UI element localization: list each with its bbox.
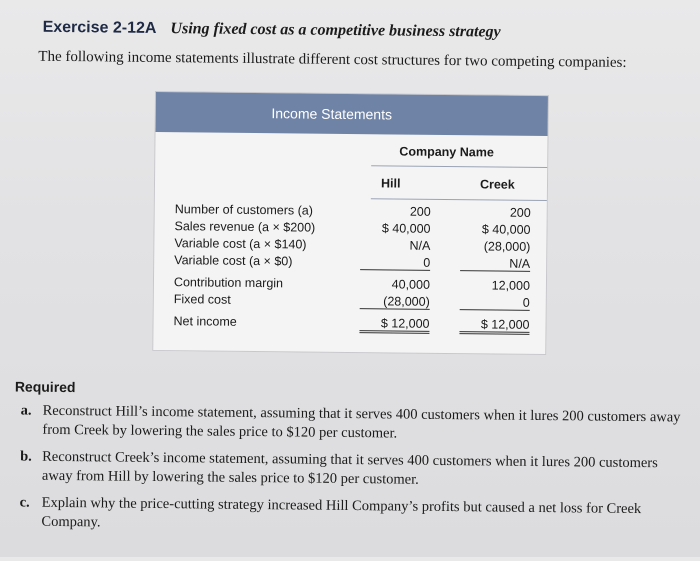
hill-value: $ 12,000: [359, 316, 430, 334]
exercise-number: Exercise 2-12A: [42, 18, 157, 37]
required-item: c. Explain why the price-cutting strateg…: [19, 494, 679, 541]
creek-value: $ 40,000: [481, 222, 531, 237]
row-label: Fixed cost: [173, 292, 231, 307]
row-label: Contribution margin: [173, 275, 284, 291]
table-row: Variable cost (a × $0) 0 N/A: [174, 253, 534, 277]
row-label: Sales revenue (a × $200): [174, 219, 316, 235]
hill-value: 40,000: [391, 277, 431, 292]
creek-value: (28,000): [483, 239, 531, 254]
table-title: Income Statements: [155, 91, 548, 137]
hill-value: N/A: [409, 238, 431, 253]
company-name-header: Company Name: [399, 144, 494, 160]
item-letter: b.: [20, 448, 32, 465]
row-label: Variable cost (a × $140): [174, 236, 307, 252]
income-statements-table: Income Statements Company Name Hill Cree…: [152, 90, 549, 356]
creek-value: 12,000: [491, 278, 531, 293]
intro-text: The following income statements illustra…: [38, 48, 627, 71]
exercise-title: Using fixed cost as a competitive busine…: [170, 20, 501, 41]
row-label: Variable cost (a × $0): [174, 253, 293, 269]
item-text: Reconstruct Hill’s income statement, ass…: [42, 402, 681, 442]
header-rule: [371, 165, 548, 169]
hill-value: (28,000): [359, 294, 430, 310]
row-label: Number of customers (a): [174, 202, 314, 218]
required-item: a. Reconstruct Hill’s income statement, …: [20, 402, 681, 449]
item-text: Reconstruct Creek’s income statement, as…: [41, 448, 658, 488]
item-text: Explain why the price-cutting strategy i…: [41, 494, 642, 531]
required-heading: Required: [14, 378, 76, 396]
item-letter: c.: [19, 494, 30, 511]
creek-value: N/A: [460, 256, 531, 272]
item-letter: a.: [20, 402, 32, 419]
row-label: Net income: [173, 314, 237, 329]
creek-value: 0: [459, 295, 530, 311]
creek-value: 200: [509, 205, 531, 220]
table-row: Fixed cost (28,000) 0: [174, 292, 534, 316]
column-header-rule: [370, 198, 547, 202]
column-header-creek: Creek: [479, 177, 515, 192]
creek-value: $ 12,000: [459, 317, 530, 335]
hill-value: 200: [409, 204, 431, 219]
hill-value: 0: [360, 255, 431, 271]
required-item: b. Reconstruct Creek’s income statement,…: [20, 448, 680, 495]
exercise-header: Exercise 2-12A Using fixed cost as a com…: [43, 19, 501, 42]
hill-value: $ 40,000: [381, 221, 431, 236]
table-row: Net income $ 12,000 $ 12,000: [173, 314, 533, 338]
column-header-hill: Hill: [380, 176, 401, 191]
